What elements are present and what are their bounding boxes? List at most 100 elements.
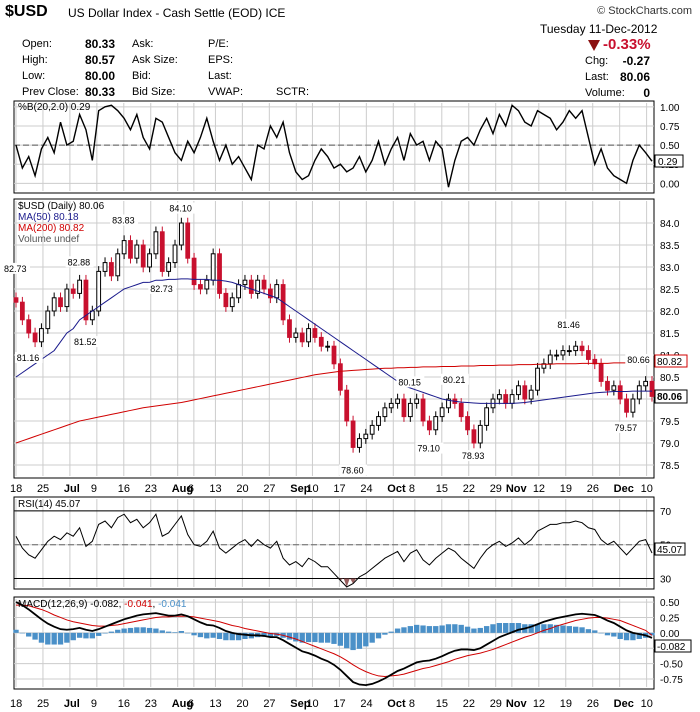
macd-histogram-bar — [64, 632, 70, 643]
macd-histogram-bar — [528, 624, 534, 633]
candle-body — [566, 350, 572, 353]
candle-body — [115, 253, 121, 277]
ma200-line — [15, 362, 652, 444]
macd-last-badge: -0.082 — [654, 639, 692, 653]
date-label: 12 — [533, 483, 545, 495]
date-label: 24 — [360, 483, 372, 495]
macd-histogram-bar — [115, 629, 121, 633]
macd-legend-signal: -0.041 — [124, 599, 153, 610]
rsi-tick-label: 30 — [660, 575, 672, 586]
macd-histogram-bar — [159, 630, 165, 633]
date-label: 26 — [587, 698, 599, 710]
date-label: 10 — [641, 698, 653, 710]
brand-logo[interactable]: © StockCharts.com — [597, 5, 692, 17]
macd-histogram-bar — [553, 624, 560, 633]
ma200-legend: MA(200) 80.82 — [18, 223, 85, 234]
macd-histogram-bar — [318, 632, 324, 643]
date-label: 22 — [463, 698, 475, 710]
macd-histogram-bar — [172, 632, 178, 633]
annotation-box — [555, 318, 584, 330]
macd-histogram-bar — [566, 626, 572, 633]
candle-body — [605, 380, 610, 391]
candle-body — [484, 407, 490, 426]
last-price-value: 80.06 — [619, 70, 650, 84]
price-tick-label: 83.5 — [660, 241, 680, 252]
candle-body — [242, 279, 248, 286]
price-annotation: 84.10 — [169, 204, 192, 214]
date-label: 27 — [263, 698, 275, 710]
annotation-box — [459, 450, 488, 462]
prev-close-value: 80.33 — [84, 85, 115, 99]
macd-histogram-bar — [57, 632, 64, 645]
macd-histogram-bar — [242, 632, 248, 639]
macd-frame — [13, 596, 655, 690]
date-label: Jul — [64, 698, 80, 710]
pctb-tick-label: 1.00 — [660, 103, 680, 114]
price-annotation: 82.73 — [4, 264, 27, 274]
ma50-line — [15, 278, 652, 404]
exchange: ICE — [265, 6, 286, 20]
annotation-box — [65, 256, 94, 268]
macd-histogram-bar — [420, 625, 426, 633]
high-label: High: — [22, 54, 48, 66]
price-tick-label: 83.0 — [660, 263, 680, 274]
date-label: 19 — [560, 698, 572, 710]
candle-body — [45, 310, 51, 330]
candle-body — [325, 345, 331, 348]
price-tick-label: 81.5 — [660, 329, 680, 340]
candle-body — [496, 394, 502, 400]
rsi-tick-label: 70 — [660, 507, 672, 518]
date-label: 10 — [641, 483, 653, 495]
annotation-box — [71, 336, 100, 348]
date-label: Nov — [506, 698, 528, 710]
macd-histogram-bar — [210, 632, 216, 638]
ma200-last-value: 80.82 — [657, 357, 682, 368]
date-label: 22 — [463, 483, 475, 495]
date-label: 26 — [587, 483, 599, 495]
sctr-label: SCTR: — [276, 86, 309, 98]
candle-body — [535, 367, 540, 391]
macd-histogram-bar — [191, 632, 197, 636]
date-label: 17 — [333, 483, 345, 495]
date-label: Oct — [387, 483, 406, 495]
price-last-value: 80.06 — [657, 392, 682, 403]
macd-tick-label: 0.25 — [660, 613, 680, 624]
candle-body — [140, 244, 146, 268]
macd-histogram-bar — [407, 626, 413, 633]
candle-body — [477, 424, 483, 444]
macd-histogram-bar — [235, 632, 242, 641]
pctb-last-value: 0.29 — [658, 157, 678, 168]
candle-body — [522, 385, 528, 400]
candle-body — [427, 420, 432, 431]
candle-body — [630, 398, 636, 413]
macd-panel: 0.500.250.00-0.25-0.50-0.75 MACD(12,26,9… — [13, 596, 692, 690]
candle-body — [236, 284, 241, 299]
pctb-line — [15, 104, 653, 188]
candle-body — [363, 433, 369, 440]
candle-body — [134, 244, 140, 259]
macd-histogram-bar — [70, 632, 76, 641]
ma50-legend: MA(50) 80.18 — [18, 212, 79, 223]
candle-body — [573, 345, 579, 352]
macd-histogram-bar — [452, 624, 458, 633]
candle-body — [598, 363, 604, 382]
macd-histogram-bar — [477, 627, 483, 633]
macd-histogram-bar — [153, 628, 159, 633]
candle-body — [388, 402, 394, 409]
macd-histogram-bar — [496, 623, 503, 633]
date-label: 8 — [409, 698, 415, 710]
date-label: 16 — [118, 698, 130, 710]
price-annotation: 79.57 — [615, 423, 638, 433]
macd-legend-hist: -0.041 — [158, 599, 187, 610]
candle-body — [376, 416, 381, 426]
price-annotation: 78.60 — [341, 466, 364, 476]
annotation-box — [440, 373, 469, 385]
rsi-last-value: 45.07 — [657, 545, 682, 556]
macd-histogram-bar — [108, 631, 115, 633]
macd-histogram-bar — [623, 632, 630, 641]
macd-histogram-bar — [573, 626, 579, 633]
down-triangle-icon — [588, 40, 600, 51]
macd-histogram-bar — [331, 632, 337, 644]
candle-body — [382, 407, 388, 418]
